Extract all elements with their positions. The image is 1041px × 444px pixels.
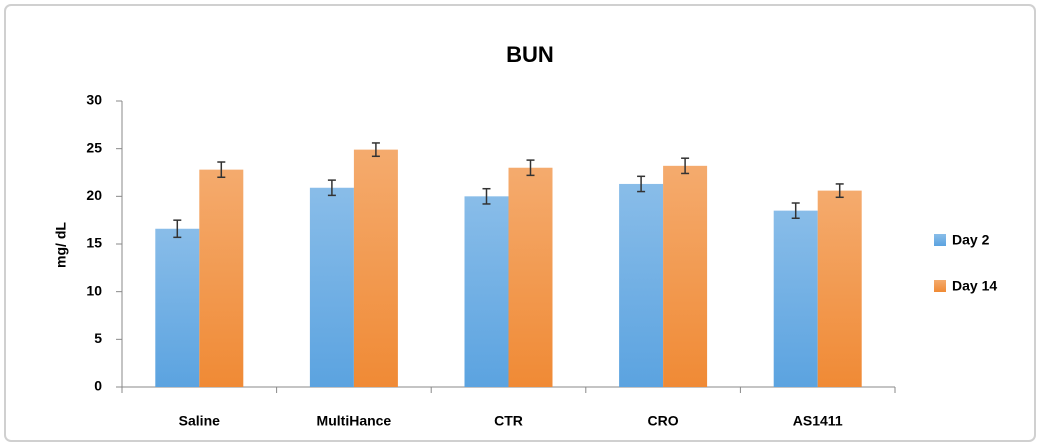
y-tick-label: 0 — [94, 378, 102, 394]
y-tick-label: 25 — [86, 139, 102, 155]
error-bar — [217, 161, 226, 179]
x-tick-label: CRO — [648, 413, 679, 429]
y-tick-label: 5 — [94, 330, 102, 346]
bar — [663, 165, 708, 387]
bar — [309, 187, 354, 387]
error-bar — [637, 175, 646, 193]
x-tick-label: Saline — [179, 413, 220, 429]
bar — [199, 169, 244, 387]
legend-label: Day 14 — [952, 278, 997, 294]
x-tick-label: CTR — [494, 413, 523, 429]
bar — [773, 210, 818, 387]
legend-label: Day 2 — [952, 232, 990, 248]
bar — [817, 190, 862, 387]
bar — [464, 196, 509, 387]
legend-swatch — [934, 234, 946, 246]
y-axis-label: mg/ dL — [53, 222, 69, 268]
y-tick-label: 20 — [86, 187, 102, 203]
bar — [508, 167, 553, 387]
error-bar — [371, 142, 380, 158]
y-tick-label: 10 — [86, 282, 102, 298]
y-tick-label: 30 — [86, 92, 102, 108]
chart-title: BUN — [506, 42, 554, 67]
bar — [155, 228, 200, 387]
error-bar — [482, 187, 491, 205]
x-tick-label: AS1411 — [793, 413, 843, 429]
error-bar — [681, 157, 690, 175]
error-bar — [327, 179, 336, 197]
error-bar — [526, 159, 535, 177]
error-bar — [173, 219, 182, 239]
legend-swatch — [934, 280, 946, 292]
bar — [619, 183, 664, 387]
bar — [353, 149, 398, 387]
y-tick-label: 15 — [86, 235, 102, 251]
x-tick-label: MultiHance — [317, 413, 392, 429]
error-bar — [791, 202, 800, 220]
error-bar — [835, 183, 844, 199]
